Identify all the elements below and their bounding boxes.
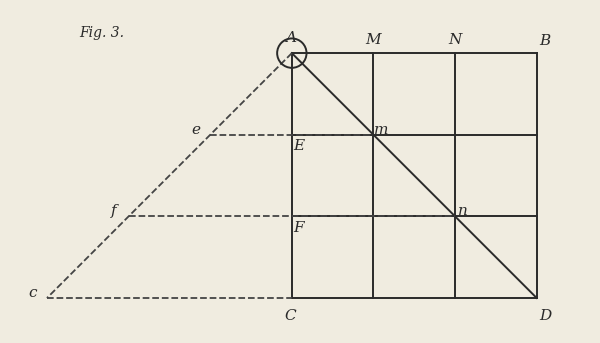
Text: D: D bbox=[539, 309, 551, 323]
Text: e: e bbox=[191, 123, 200, 137]
Text: Fig. 3.: Fig. 3. bbox=[80, 26, 125, 40]
Text: m: m bbox=[374, 123, 389, 137]
Text: c: c bbox=[28, 286, 37, 300]
Text: F: F bbox=[293, 221, 304, 235]
Text: N: N bbox=[448, 33, 462, 47]
Text: B: B bbox=[539, 34, 551, 48]
Text: f: f bbox=[111, 204, 117, 218]
Text: M: M bbox=[365, 33, 381, 47]
Text: E: E bbox=[293, 139, 304, 153]
Text: C: C bbox=[284, 309, 296, 323]
Text: A: A bbox=[285, 32, 296, 46]
Text: n: n bbox=[458, 204, 468, 218]
